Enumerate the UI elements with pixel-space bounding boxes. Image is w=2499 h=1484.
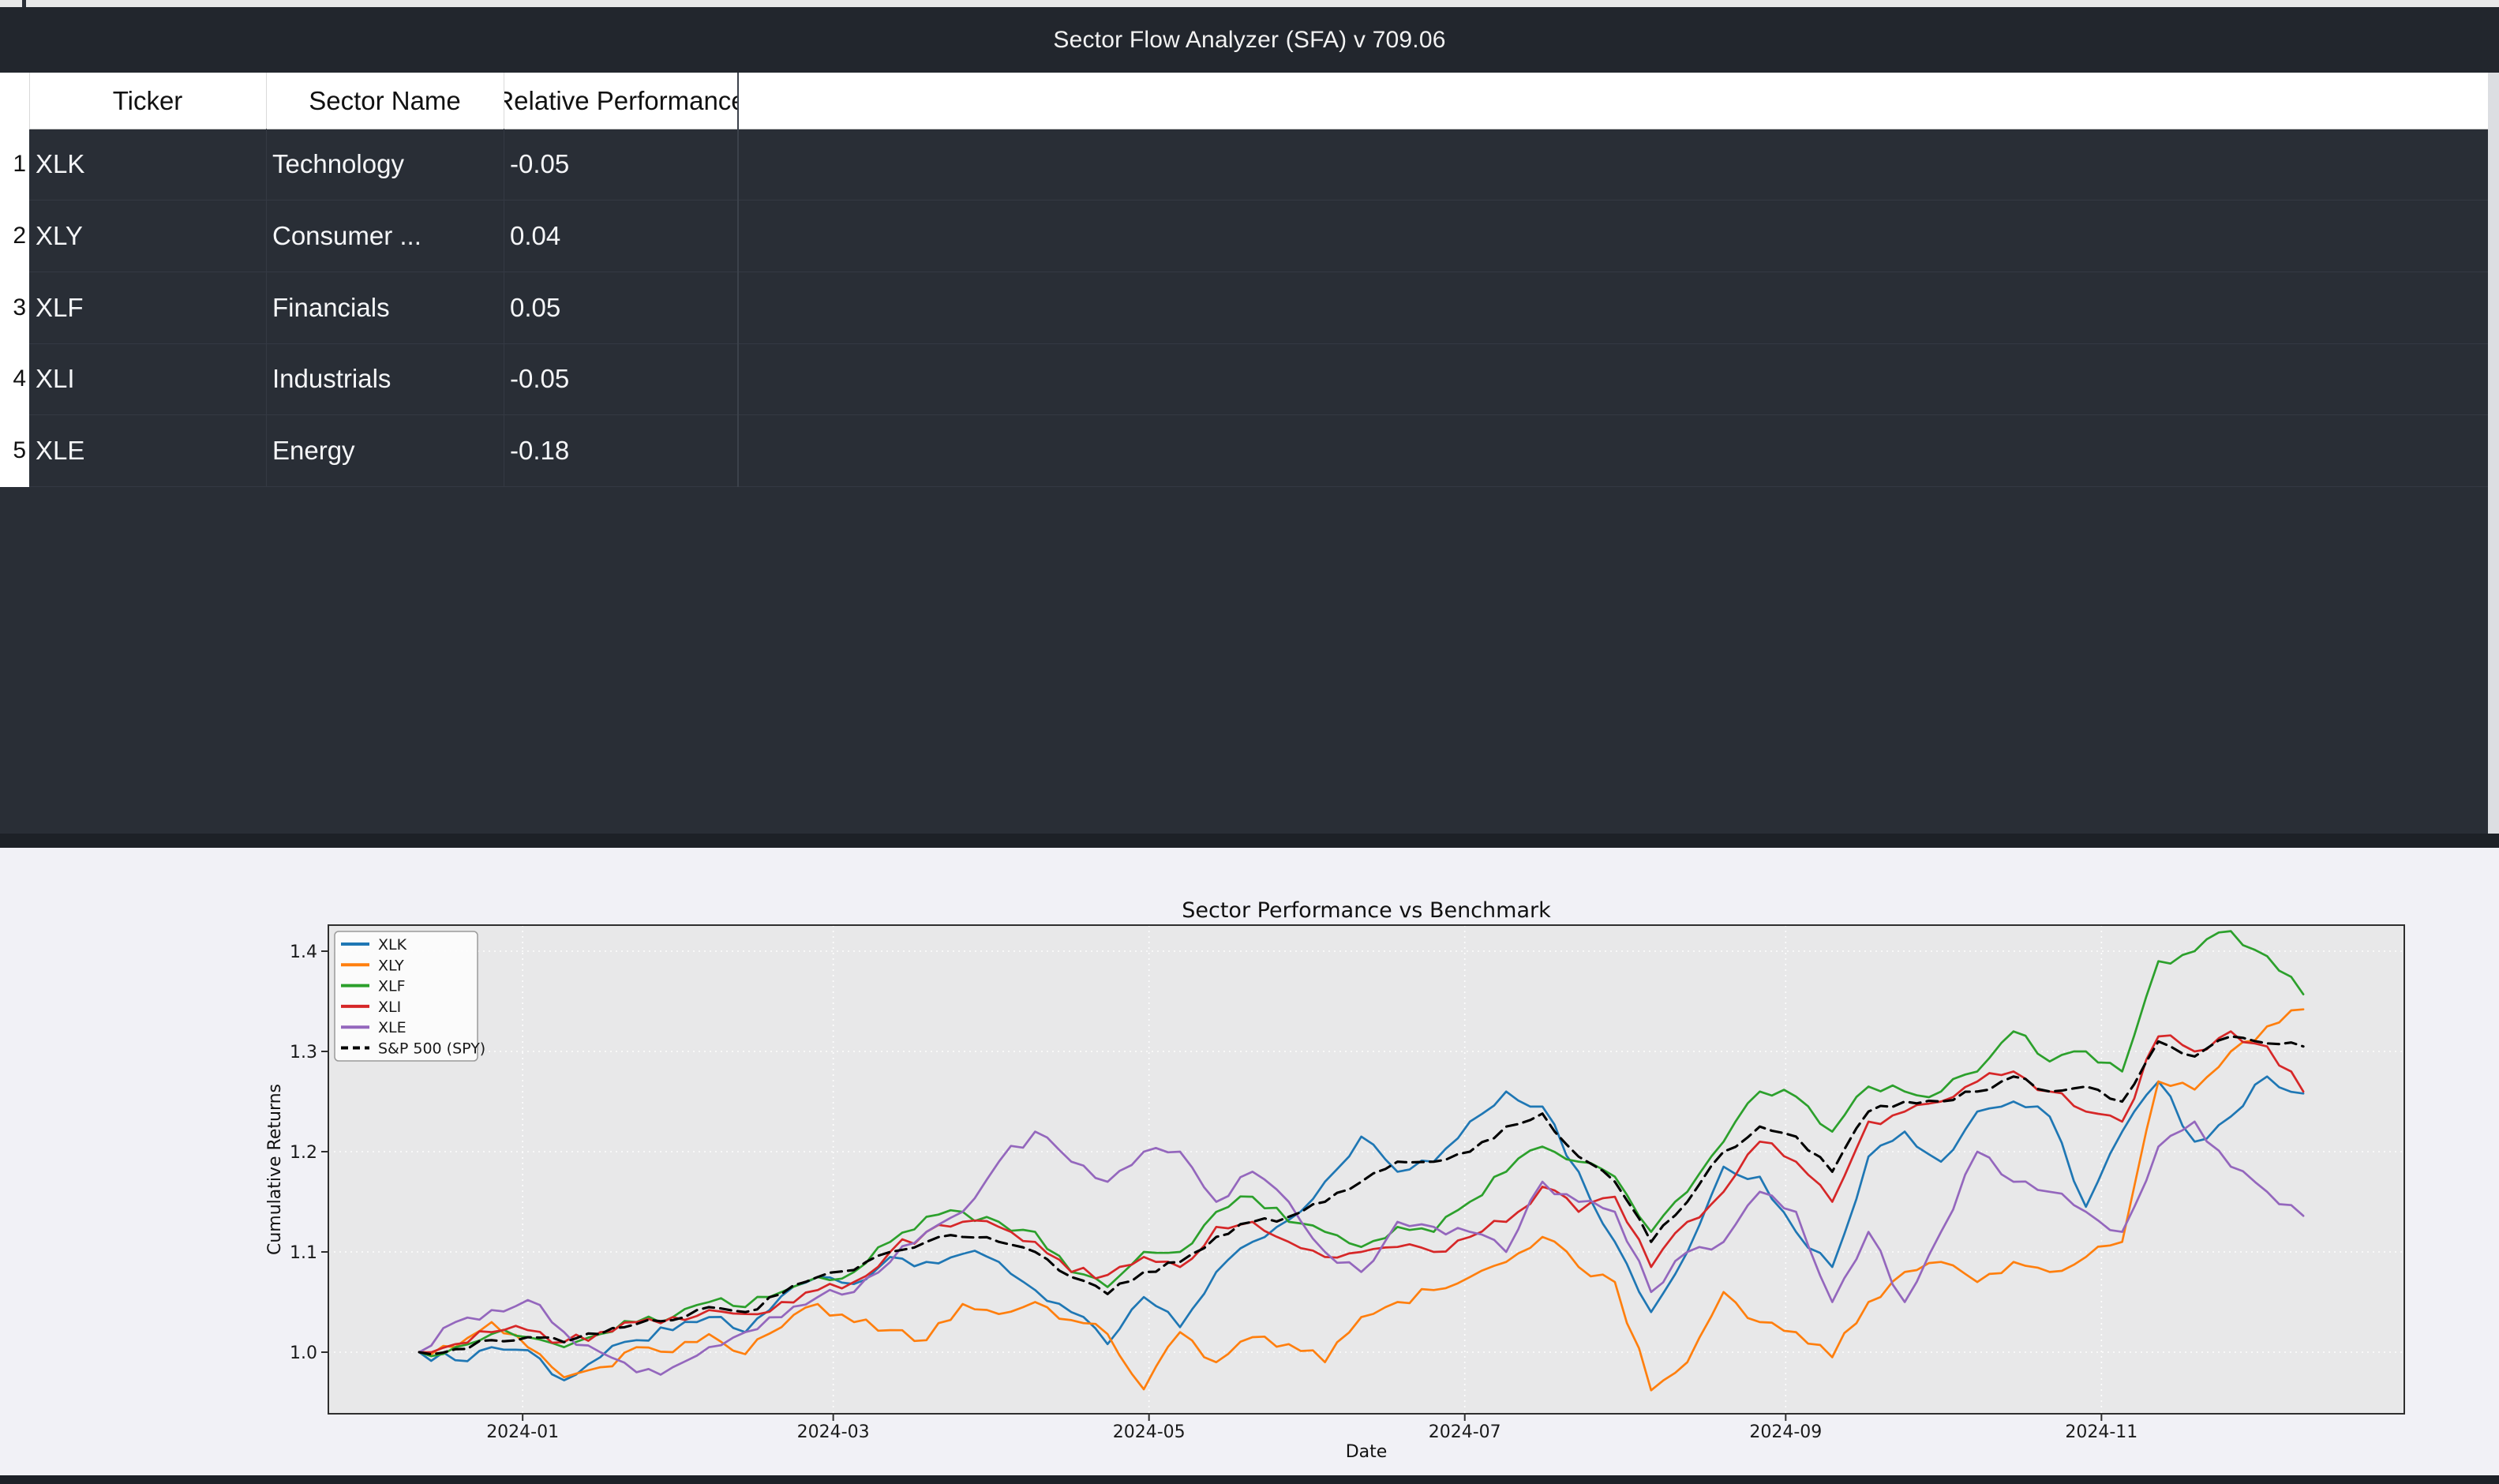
table-row: XLY Consumer ... 0.04: [29, 200, 2499, 272]
row-number[interactable]: 5: [13, 437, 26, 464]
cell-sector[interactable]: Consumer ...: [272, 220, 421, 250]
row-number-gutter: 1 2 3 4 5: [0, 129, 29, 487]
y-tick-label: 1.2: [290, 1143, 317, 1163]
table-header-row: Ticker Sector Name Relative Performance: [0, 73, 2499, 129]
legend-label: XLK: [378, 936, 407, 954]
cell-relperf[interactable]: -0.18: [510, 436, 570, 466]
app-title: Sector Flow Analyzer (SFA) v 709.06: [1053, 26, 1446, 53]
legend-label: XLI: [378, 999, 401, 1016]
cell-ticker[interactable]: XLF: [36, 292, 84, 322]
gridlines: [328, 925, 2404, 1414]
panel-separator: [0, 834, 2499, 848]
table-row: XLE Energy -0.18: [29, 415, 2499, 488]
y-tick-label: 1.1: [290, 1243, 317, 1263]
plot-border: [328, 924, 2405, 1415]
performance-chart: 1.0 1.1 1.2 1.3 1.4 2024-01 2024-03 2024-05 2024…: [265, 898, 2405, 1462]
cell-sector[interactable]: Technology: [272, 149, 404, 178]
cell-relperf[interactable]: 0.04: [510, 220, 561, 250]
legend-box: [334, 931, 478, 1062]
x-tick-label: 2024-03: [797, 1422, 870, 1442]
header-grid-line: [29, 73, 30, 129]
table-grid-line: [737, 73, 739, 487]
chart-panel: 1.0 1.1 1.2 1.3 1.4 2024-01 2024-03 2024-05 2024…: [0, 848, 2499, 1475]
legend-label: XLY: [378, 957, 404, 974]
x-tick-label: 2024-09: [1749, 1422, 1822, 1442]
row-number[interactable]: 2: [13, 222, 26, 249]
legend: XLK XLY XLF XLI XLE S&P 500 (SPY): [334, 931, 485, 1062]
series-lines: [418, 930, 2305, 1392]
axis-tick-labels: 1.0 1.1 1.2 1.3 1.4 2024-01 2024-03 2024-05 2024…: [290, 942, 2137, 1442]
y-tick-label: 1.4: [290, 942, 317, 962]
top-notch-icon: [22, 0, 26, 7]
bottom-bar: [0, 1475, 2499, 1484]
series-line-xlk: [418, 1075, 2305, 1381]
cell-sector[interactable]: Financials: [272, 292, 390, 322]
legend-label: XLF: [378, 978, 406, 995]
cell-ticker[interactable]: XLY: [36, 220, 83, 250]
table-grid-line: [266, 129, 267, 487]
x-tick-label: 2024-07: [1429, 1422, 1501, 1442]
top-strip: [0, 0, 2499, 7]
column-header-relative-performance[interactable]: Relative Performance: [504, 85, 737, 115]
header-grid-line: [266, 73, 267, 129]
row-number[interactable]: 4: [13, 365, 26, 392]
cell-ticker[interactable]: XLK: [36, 149, 85, 178]
x-tick-label: 2024-05: [1113, 1422, 1186, 1442]
cell-ticker[interactable]: XLI: [36, 364, 75, 394]
table-scrollbar[interactable]: [2488, 73, 2499, 834]
series-line-xlf: [418, 930, 2305, 1358]
y-tick-label: 1.3: [290, 1043, 317, 1062]
cell-ticker[interactable]: XLE: [36, 436, 85, 466]
series-line-xly: [418, 1008, 2305, 1392]
legend-label: S&P 500 (SPY): [378, 1040, 485, 1058]
row-number[interactable]: 1: [13, 151, 26, 177]
y-tick-label: 1.0: [290, 1343, 317, 1363]
title-bar: Sector Flow Analyzer (SFA) v 709.06: [0, 7, 2499, 73]
table-body: XLK Technology -0.05 XLY Consumer ... 0.04 XLF…: [0, 129, 2499, 488]
table-row: XLI Industrials -0.05: [29, 343, 2499, 416]
cell-relperf[interactable]: -0.05: [510, 149, 570, 178]
x-axis-label: Date: [1346, 1442, 1388, 1462]
table-row: XLF Financials 0.05: [29, 272, 2499, 344]
cell-relperf[interactable]: -0.05: [510, 364, 570, 394]
x-tick-label: 2024-11: [2065, 1422, 2137, 1442]
axis-ticks: [321, 950, 2103, 1421]
series-line-xli: [418, 1030, 2305, 1354]
cell-sector[interactable]: Industrials: [272, 364, 392, 394]
chart-title: Sector Performance vs Benchmark: [1182, 898, 1551, 923]
legend-label: XLE: [378, 1019, 407, 1036]
x-tick-label: 2024-01: [486, 1422, 559, 1442]
y-axis-label: Cumulative Returns: [265, 1084, 285, 1255]
series-line-xle: [418, 1120, 2305, 1376]
table-row: XLK Technology -0.05: [29, 129, 2499, 200]
column-header-ticker[interactable]: Ticker: [112, 85, 183, 115]
row-number[interactable]: 3: [13, 294, 26, 320]
cell-sector[interactable]: Energy: [272, 436, 355, 466]
column-header-sector-name[interactable]: Sector Name: [309, 85, 461, 115]
plot-area: [328, 925, 2404, 1414]
cell-relperf[interactable]: 0.05: [510, 292, 561, 322]
